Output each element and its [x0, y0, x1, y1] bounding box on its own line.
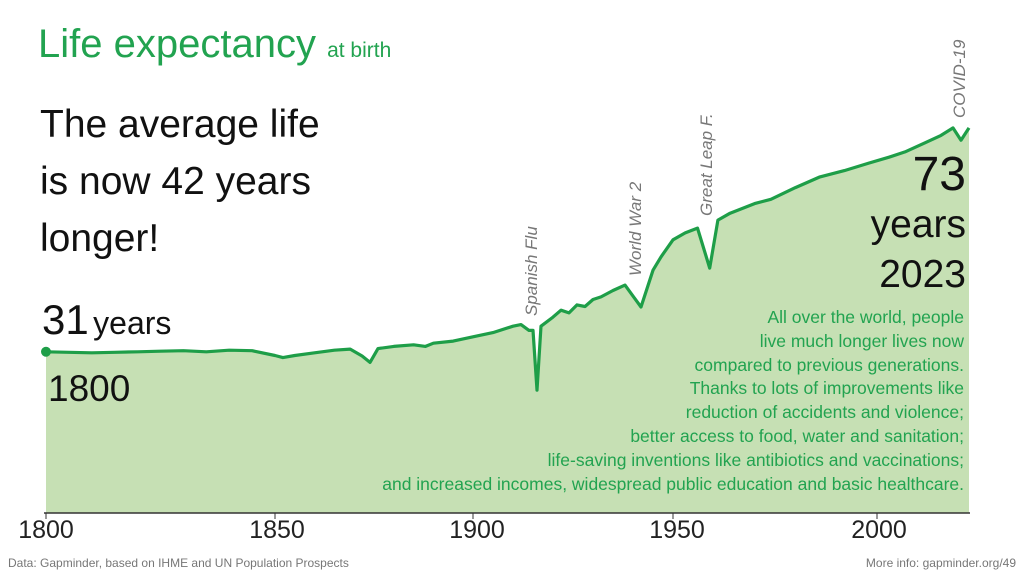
x-tick-label: 1850 — [249, 516, 305, 544]
area-fill — [46, 127, 969, 514]
start-value-unit: years — [93, 305, 172, 341]
x-tick-label: 1950 — [649, 516, 705, 544]
description-line: compared to previous generations. — [694, 354, 964, 375]
description-line: life-saving inventions like antibiotics … — [547, 449, 964, 470]
annotation-world-war-2: World War 2 — [626, 181, 645, 276]
start-point — [41, 346, 51, 357]
end-value: 73 years 2023 — [871, 150, 966, 300]
description-line: All over the world, people — [767, 307, 965, 327]
x-tick-label: 2000 — [851, 516, 907, 544]
description-line: reduction of accidents and violence; — [685, 402, 964, 423]
start-value: 31 years — [42, 296, 171, 344]
headline: The average life is now 42 years longer! — [40, 96, 320, 267]
description-line: Thanks to lots of improvements like — [689, 378, 964, 399]
x-tick-label: 1900 — [449, 516, 505, 544]
start-value-number: 31 — [42, 296, 89, 343]
end-value-number: 73 — [912, 148, 966, 201]
end-value-unit: years — [870, 203, 966, 246]
x-tick-label: 1800 — [18, 516, 74, 544]
headline-line: is now 42 years — [40, 160, 311, 203]
headline-line: longer! — [40, 217, 160, 260]
chart-title: Life expectancy at birth — [38, 22, 391, 67]
data-source: Data: Gapminder, based on IHME and UN Po… — [8, 556, 349, 570]
annotation-great-leap: Great Leap F. — [697, 113, 716, 216]
description-line: and increased incomes, widespread public… — [382, 473, 964, 494]
start-year: 1800 — [48, 368, 131, 409]
more-info-link[interactable]: More info: gapminder.org/49 — [865, 556, 1016, 570]
annotation-covid-19: COVID-19 — [950, 39, 969, 118]
headline-line: The average life — [40, 103, 320, 146]
description-line: live much longer lives now — [759, 330, 964, 351]
description-line: better access to food, water and sanitat… — [630, 425, 964, 446]
life-expectancy-line — [45, 126, 971, 392]
title-main: Life expectancy — [38, 22, 316, 66]
annotation-spanish-flu: Spanish Flu — [522, 226, 541, 316]
description: All over the world, people live much lon… — [382, 306, 964, 496]
end-year: 2023 — [879, 253, 966, 296]
title-sub: at birth — [327, 39, 392, 62]
